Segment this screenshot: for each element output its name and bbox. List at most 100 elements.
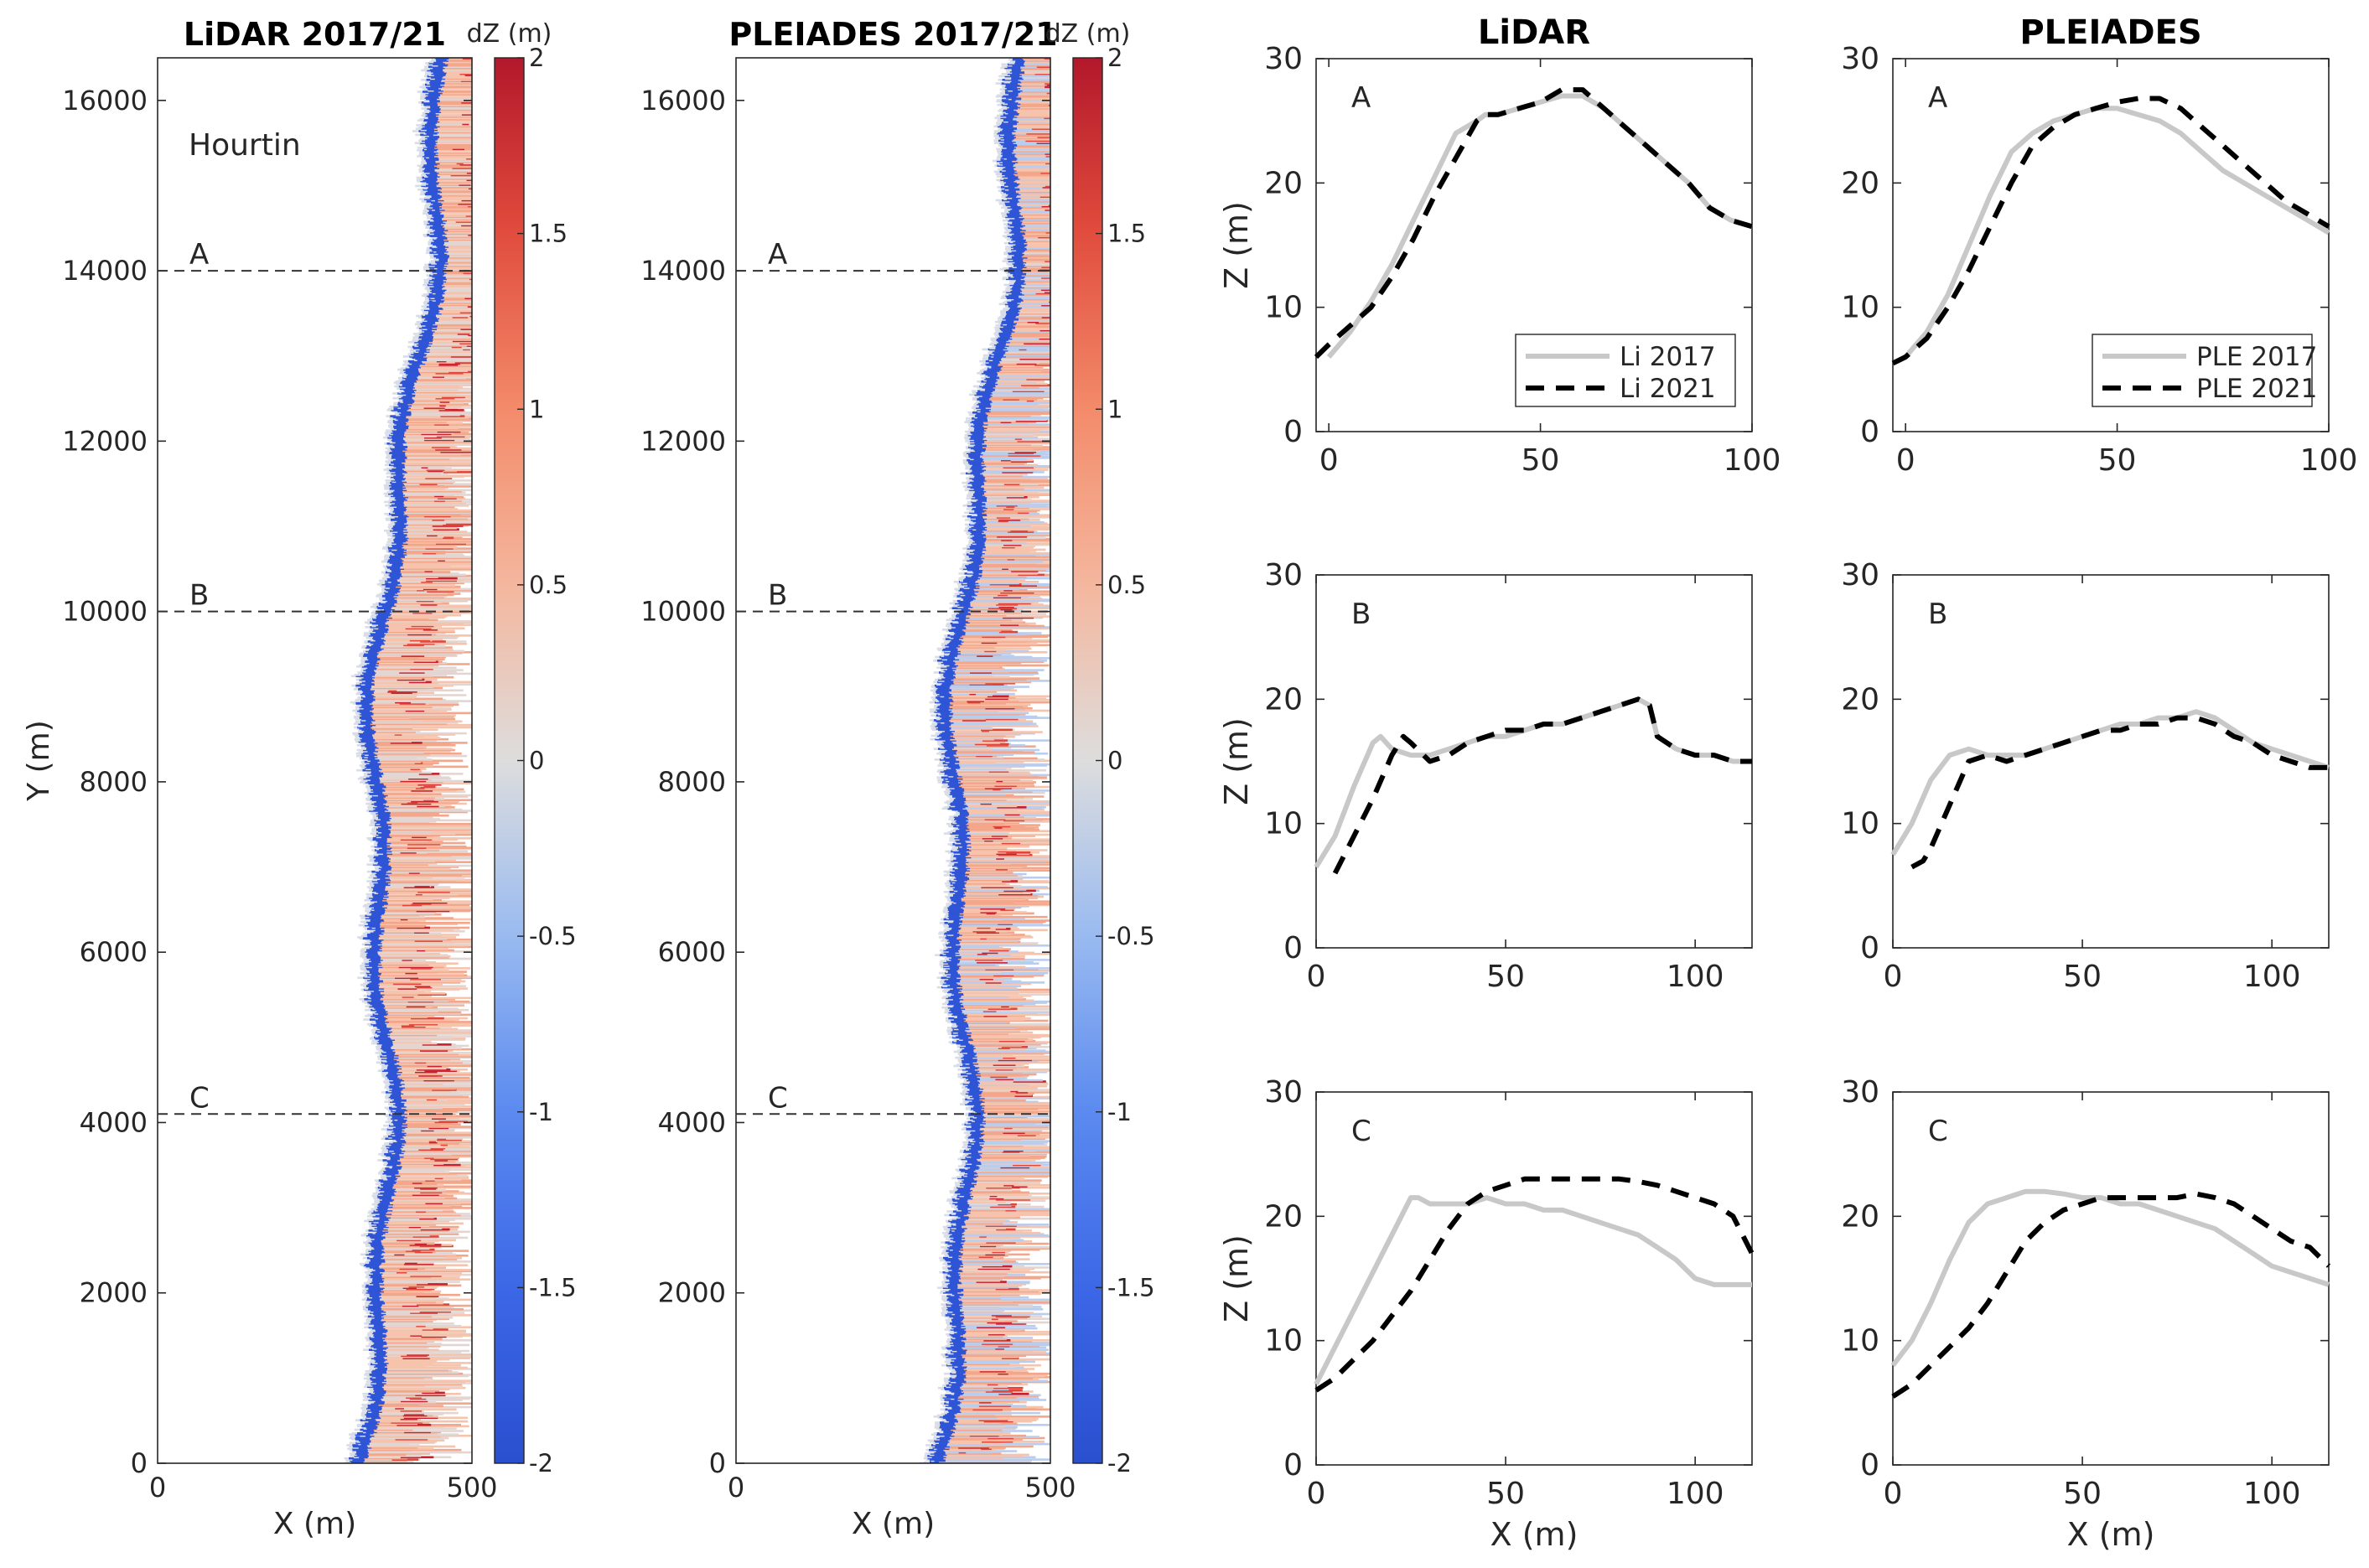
erosion-band [375, 1360, 385, 1364]
accretion-band [384, 632, 446, 634]
strong-accretion [425, 547, 454, 550]
accretion-band [434, 144, 472, 147]
erosion-band [424, 125, 440, 128]
erosion-band [433, 224, 444, 227]
beach-band [423, 132, 427, 135]
strong-accretion [978, 1255, 993, 1258]
accretion-band [439, 162, 472, 165]
accretion-band [398, 1172, 472, 1175]
accretion-band [956, 1427, 1016, 1430]
erosion-band [374, 1358, 387, 1361]
erosion-band [942, 1270, 958, 1274]
accretion-band [963, 1368, 1035, 1370]
beach-band [355, 736, 360, 738]
erosion-band [374, 1036, 391, 1039]
beach-band [385, 460, 391, 463]
beach-band [366, 1320, 371, 1322]
beach-band [356, 768, 363, 772]
beach-band [969, 1109, 974, 1111]
erosion-band [375, 1214, 386, 1217]
accretion-band [407, 1118, 472, 1121]
accretion-band [983, 1129, 1043, 1132]
erosion-band [374, 845, 387, 848]
erosion-band [371, 1402, 385, 1405]
beach-band [959, 1053, 964, 1057]
accretion-band [962, 1307, 1000, 1310]
beach-band [936, 1414, 943, 1417]
erosion-band [372, 1303, 382, 1306]
erosion-band [372, 1340, 386, 1343]
beach-band [426, 288, 432, 291]
erosion-band [929, 1458, 946, 1461]
beach-band [361, 779, 368, 783]
accretion-band [433, 150, 472, 153]
accretion-band [383, 783, 424, 786]
strong-accretion [416, 1210, 427, 1213]
erosion-band [389, 567, 405, 570]
erosion-band [943, 1291, 958, 1294]
erosion-band [389, 512, 404, 515]
erosion-band [427, 75, 443, 78]
erosion-band [391, 491, 403, 494]
accretion-band [386, 1018, 459, 1021]
erosion-band [380, 818, 390, 820]
beach-band [362, 723, 365, 727]
beach-band [373, 900, 377, 903]
erosion-band [386, 1073, 402, 1076]
accretion-band [962, 1263, 1050, 1265]
strong-accretion [465, 215, 472, 217]
beach-band [369, 1331, 374, 1333]
accretion-band [983, 1117, 1050, 1120]
accretion-band [444, 285, 472, 287]
accretion-band [381, 940, 472, 944]
beach-band [363, 1427, 367, 1430]
accretion-band [371, 686, 443, 690]
accretion-band [378, 1411, 459, 1415]
erosion-band [967, 1120, 982, 1124]
beach-band [367, 647, 371, 650]
strong-accretion [1014, 1094, 1033, 1097]
beach-band [951, 1393, 955, 1395]
strong-accretion [423, 406, 445, 409]
beach-band [959, 1173, 964, 1176]
erosion-band [433, 232, 447, 235]
beach-band [940, 1417, 946, 1421]
accretion-band [388, 615, 447, 618]
beach-band [409, 349, 416, 352]
erosion-band [967, 1167, 979, 1170]
erosion-band [371, 1410, 382, 1413]
beach-band [363, 634, 369, 637]
erosion-band [378, 830, 391, 832]
erosion-band [367, 982, 379, 986]
beach-band [421, 184, 426, 186]
beach-band [370, 1390, 373, 1393]
beach-band [381, 587, 385, 591]
erosion-band [371, 939, 382, 942]
beach-band [951, 1370, 956, 1373]
beach-band [366, 1334, 374, 1337]
erosion-band [951, 1233, 965, 1235]
erosion-band [387, 560, 402, 563]
accretion-band [373, 1428, 413, 1431]
accretion-band [372, 677, 422, 680]
strong-accretion [452, 316, 469, 318]
erosion-band [422, 124, 437, 127]
erosion-band [967, 1084, 979, 1087]
beach-band [367, 1332, 373, 1335]
accretion-band [377, 950, 471, 953]
erosion-band [429, 231, 445, 234]
erosion-band [428, 175, 440, 178]
accretion-band [435, 322, 472, 324]
beach-band [377, 1055, 381, 1058]
beach-band [369, 1369, 373, 1372]
strong-accretion [395, 701, 411, 704]
erosion-band [948, 1247, 961, 1250]
erosion-band [366, 1298, 381, 1301]
beach-band [388, 1100, 393, 1102]
erosion-band [369, 981, 380, 984]
beach-band [371, 1359, 376, 1362]
beach-band [376, 1048, 382, 1051]
erosion-band [372, 1379, 386, 1382]
strong-accretion [403, 1416, 438, 1420]
erosion-band [380, 1201, 390, 1203]
